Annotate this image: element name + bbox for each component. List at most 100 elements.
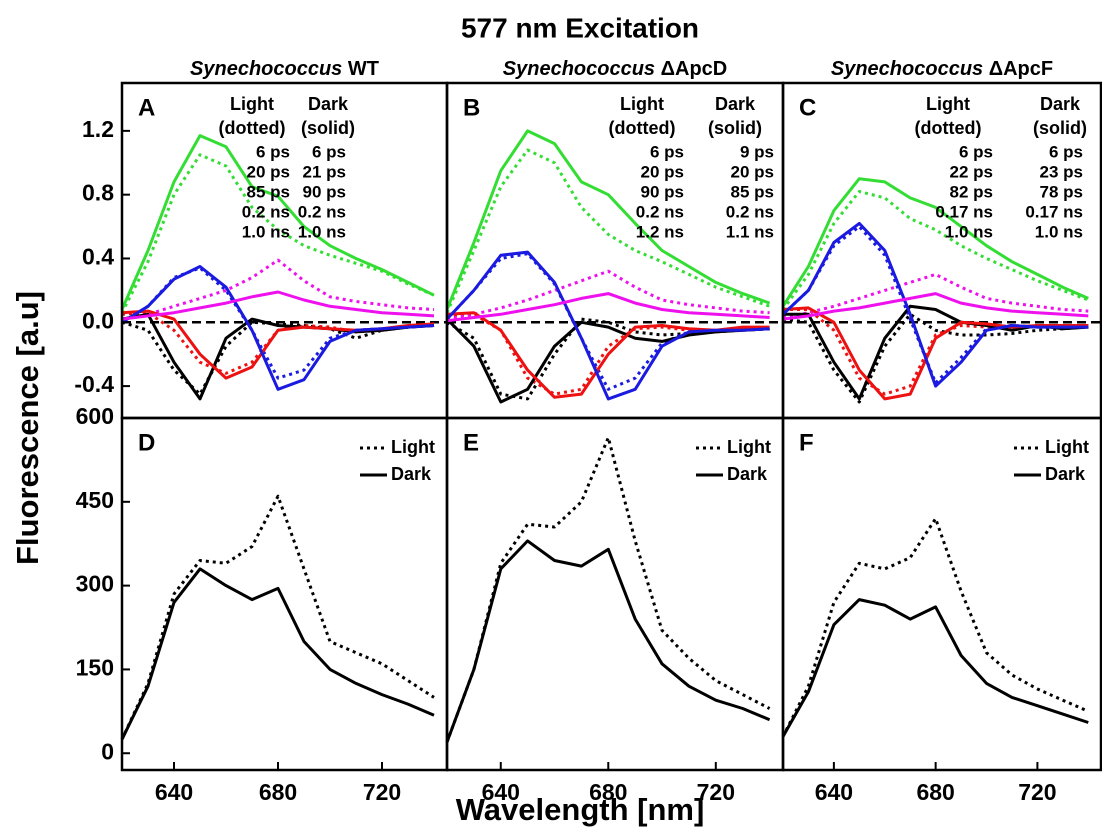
series-line — [120, 134, 435, 311]
legend-heading: (dotted) — [609, 118, 676, 138]
panel-label: E — [463, 429, 479, 456]
series-line — [121, 320, 435, 396]
legend-heading: Dark — [308, 94, 349, 114]
series-line — [446, 292, 770, 323]
panel-label: B — [463, 94, 480, 121]
legend-heading: (solid) — [1033, 118, 1087, 138]
panel-subtitle: Synechococcus ΔApcD — [503, 58, 727, 80]
series-line — [781, 517, 1089, 738]
y-tick-label: -0.4 — [74, 371, 114, 397]
subtitle-italic: Synechococcus — [190, 58, 342, 80]
x-axis-title: Wavelength [nm] — [456, 792, 705, 827]
series-line — [782, 312, 1089, 404]
series-line — [782, 306, 1089, 401]
legend-label: 1.2 ns — [636, 222, 684, 241]
y-axis-title: Fluorescence [a.u] — [10, 291, 45, 565]
series-line — [781, 225, 1089, 385]
series-line — [781, 177, 1089, 308]
series-line — [446, 317, 770, 401]
x-tick-label: 680 — [916, 779, 954, 805]
legend-label: 0.2 ns — [726, 202, 774, 221]
legend-label: 90 ps — [303, 182, 346, 201]
series-line — [445, 539, 771, 743]
subtitle-italic: Synechococcus — [831, 58, 983, 80]
legend-heading: Dark — [715, 94, 756, 114]
legend-heading: Light — [230, 94, 274, 114]
legend-label: 82 ps — [950, 182, 993, 201]
series-line — [121, 312, 435, 401]
legend-label: 6 ps — [650, 142, 684, 161]
subtitle-strain: WT — [348, 58, 379, 80]
x-tick-label: 640 — [815, 779, 853, 805]
y-tick-label: 0 — [101, 738, 114, 764]
legend-heading: (dotted) — [915, 118, 982, 138]
y-tick-label: 600 — [76, 403, 114, 429]
legend-heading: Light — [620, 94, 664, 114]
legend-label: 85 ps — [731, 182, 774, 201]
legend-label: 6 ps — [1049, 142, 1083, 161]
legend-label: 22 ps — [950, 162, 993, 181]
x-tick-label: 640 — [155, 779, 193, 805]
subtitle-strain: ΔApcF — [989, 58, 1053, 80]
legend-heading: Dark — [1040, 94, 1081, 114]
subtitle-strain: ΔApcD — [661, 58, 728, 80]
panel-label: D — [138, 429, 155, 456]
legend-label: 21 ps — [303, 162, 346, 181]
legend-label: 0.17 ns — [1025, 202, 1083, 221]
panel-subtitle: Synechococcus ΔApcF — [831, 58, 1053, 80]
series-line — [121, 265, 435, 391]
legend-heading: (solid) — [708, 118, 762, 138]
series-line — [446, 269, 770, 321]
legend-label: 1.1 ns — [726, 222, 774, 241]
panel-frame — [781, 416, 1102, 772]
figure-title: 577 nm Excitation — [461, 12, 699, 43]
series-line — [121, 290, 435, 321]
x-tick-label: 720 — [697, 779, 735, 805]
legend-label: 20 ps — [731, 162, 774, 181]
series-line — [121, 266, 435, 380]
series-line — [445, 129, 771, 311]
panel-label: C — [799, 94, 816, 121]
legend-label: Dark — [391, 464, 432, 484]
legend-heading: (solid) — [301, 118, 355, 138]
legend-label: 6 ps — [312, 142, 346, 161]
legend-label: 23 ps — [1040, 162, 1083, 181]
legend-label: Dark — [1045, 464, 1086, 484]
y-tick-label: 0.8 — [82, 180, 114, 206]
x-tick-label: 720 — [363, 779, 401, 805]
series-line — [446, 311, 770, 399]
legend-label: 1.0 ns — [945, 222, 993, 241]
y-tick-label: 300 — [76, 571, 114, 597]
series-line — [445, 252, 770, 391]
series-line — [445, 250, 770, 401]
series-line — [445, 148, 771, 314]
x-tick-label: 640 — [482, 779, 520, 805]
y-tick-label: 0.0 — [82, 307, 114, 333]
legend-label: 78 ps — [1040, 182, 1083, 201]
y-tick-label: 0.4 — [82, 244, 114, 270]
subtitle-italic: Synechococcus — [503, 58, 655, 80]
series-line — [781, 221, 1089, 388]
legend-label: 0.2 ns — [636, 202, 684, 221]
y-tick-label: 150 — [76, 655, 114, 681]
legend-label: Light — [727, 437, 771, 457]
series-line — [781, 598, 1089, 738]
x-tick-label: 680 — [589, 779, 627, 805]
legend-label: 1.0 ns — [1035, 222, 1083, 241]
legend-label: 6 ps — [256, 142, 290, 161]
y-tick-label: 1.2 — [82, 116, 114, 142]
legend-label: Dark — [727, 464, 768, 484]
legend-label: 0.2 ns — [242, 202, 290, 221]
series-line — [782, 272, 1089, 319]
legend-heading: Light — [926, 94, 970, 114]
legend-label: 6 ps — [959, 142, 993, 161]
legend-label: Light — [1045, 437, 1089, 457]
legend-label: 0.17 ns — [935, 202, 993, 221]
series-line — [120, 494, 435, 740]
y-tick-label: 450 — [76, 487, 114, 513]
legend-heading: (dotted) — [219, 118, 286, 138]
panel-subtitle: Synechococcus WT — [190, 58, 379, 80]
legend-label: 0.2 ns — [298, 202, 346, 221]
series-line — [120, 567, 435, 740]
